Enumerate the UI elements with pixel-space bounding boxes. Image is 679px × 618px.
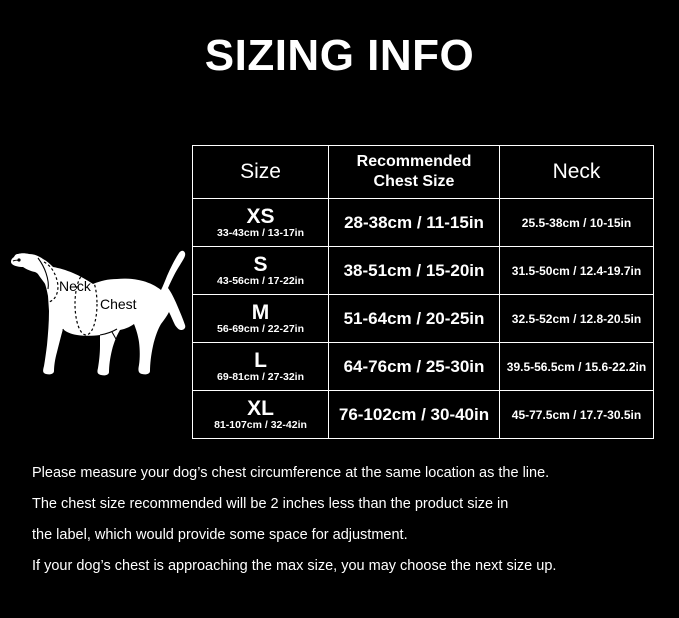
header-chest: Recommended Chest Size <box>328 145 500 199</box>
size-label: XL <box>247 397 274 421</box>
size-label: M <box>251 301 270 325</box>
cell-size: M 56-69cm / 22-27in <box>192 294 329 343</box>
cell-neck: 45-77.5cm / 17.7-30.5in <box>499 390 654 439</box>
cell-chest: 64-76cm / 25-30in <box>328 342 500 391</box>
cell-neck: 39.5-56.5cm / 15.6-22.2in <box>499 342 654 391</box>
size-sublabel: 69-81cm / 27-32in <box>217 371 304 384</box>
size-label: XS <box>246 205 275 229</box>
size-sublabel: 56-69cm / 22-27in <box>217 323 304 336</box>
note-line: Please measure your dog’s chest circumfe… <box>32 465 550 481</box>
cell-chest: 76-102cm / 30-40in <box>328 390 500 439</box>
size-label: S <box>253 253 268 277</box>
table-row: M 56-69cm / 22-27in 51-64cm / 20-25in 32… <box>192 294 654 343</box>
table-row: S 43-56cm / 17-22in 38-51cm / 15-20in 31… <box>192 246 654 295</box>
instruction-notes: Please measure your dog’s chest circumfe… <box>32 466 652 590</box>
dog-illustration: Neck Chest <box>8 228 194 393</box>
cell-neck: 31.5-50cm / 12.4-19.7in <box>499 246 654 295</box>
cell-chest: 38-51cm / 15-20in <box>328 246 500 295</box>
table-body: XS 33-43cm / 13-17in 28-38cm / 11-15in 2… <box>192 198 654 439</box>
header-chest-line1: Recommended <box>356 153 472 171</box>
dog-outline-details <box>12 257 121 353</box>
size-sublabel: 33-43cm / 13-17in <box>217 227 304 240</box>
header-neck: Neck <box>499 145 654 199</box>
header-chest-line2: Chest Size <box>373 173 455 190</box>
table-header-row: Size Recommended Chest Size Neck <box>192 145 654 199</box>
dog-eye <box>17 258 21 262</box>
cell-chest: 51-64cm / 20-25in <box>328 294 500 343</box>
size-sublabel: 43-56cm / 17-22in <box>217 275 304 288</box>
chest-label: Chest <box>100 296 137 312</box>
dog-body-shape <box>10 250 186 376</box>
cell-neck: 25.5-38cm / 10-15in <box>499 198 654 247</box>
cell-neck: 32.5-52cm / 12.8-20.5in <box>499 294 654 343</box>
chest-measure-line <box>74 272 98 336</box>
cell-size: L 69-81cm / 27-32in <box>192 342 329 391</box>
note-line: the label, which would provide some spac… <box>32 527 408 543</box>
table-row: L 69-81cm / 27-32in 64-76cm / 25-30in 39… <box>192 342 654 391</box>
size-label: L <box>254 349 267 373</box>
table-row: XS 33-43cm / 13-17in 28-38cm / 11-15in 2… <box>192 198 654 247</box>
cell-chest: 28-38cm / 11-15in <box>328 198 500 247</box>
note-line: The chest size recommended will be 2 inc… <box>32 496 509 512</box>
size-sublabel: 81-107cm / 32-42in <box>214 419 307 432</box>
cell-size: S 43-56cm / 17-22in <box>192 246 329 295</box>
table-row: XL 81-107cm / 32-42in 76-102cm / 30-40in… <box>192 390 654 439</box>
note-line: If your dog’s chest is approaching the m… <box>32 558 557 574</box>
cell-size: XS 33-43cm / 13-17in <box>192 198 329 247</box>
header-size: Size <box>192 145 329 199</box>
page-title: SIZING INFO <box>204 31 475 80</box>
cell-size: XL 81-107cm / 32-42in <box>192 390 329 439</box>
sizing-table: Size Recommended Chest Size Neck XS 33-4… <box>192 145 654 439</box>
neck-label: Neck <box>59 278 92 294</box>
